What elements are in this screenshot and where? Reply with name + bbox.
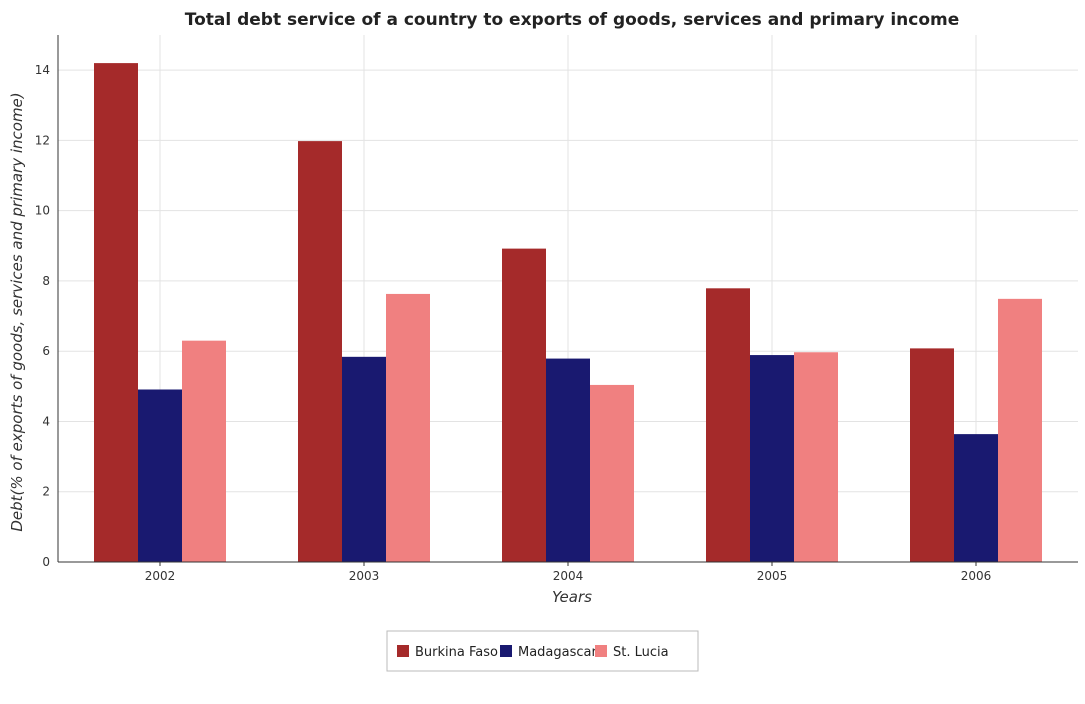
bar-burkina-faso-2004 xyxy=(502,248,546,563)
legend-swatch xyxy=(397,645,409,657)
bar-madagascar-2003 xyxy=(342,356,386,562)
bar-burkina-faso-2003 xyxy=(298,141,342,562)
x-tick-label: 2006 xyxy=(961,569,992,583)
y-tick-label: 8 xyxy=(42,274,50,288)
y-tick-label: 2 xyxy=(42,485,50,499)
y-axis-label: Debt(% of exports of goods, services and… xyxy=(8,92,26,531)
bar-st-lucia-2004 xyxy=(590,384,634,562)
legend: Burkina Faso Madagascar St. Lucia xyxy=(386,630,699,672)
legend-label: Burkina Faso xyxy=(415,645,498,660)
x-tick-label: 2003 xyxy=(349,569,380,583)
legend-label: St. Lucia xyxy=(613,645,669,660)
y-tick-label: 4 xyxy=(42,414,50,428)
axes: 0 2 4 6 8 10 12 14 2002 2003 2004 2005 2006 xyxy=(35,35,1078,583)
bar-madagascar-2006 xyxy=(954,434,998,562)
bar-burkina-faso-2006 xyxy=(910,348,954,562)
chart-title: Total debt service of a country to expor… xyxy=(185,10,960,30)
bar-madagascar-2004 xyxy=(546,358,590,562)
y-tick-label: 0 xyxy=(42,555,50,569)
y-tick-label: 14 xyxy=(35,63,50,77)
bars xyxy=(94,63,1042,563)
legend-swatch xyxy=(500,645,512,657)
bar-st-lucia-2005 xyxy=(794,352,838,562)
y-tick-label: 6 xyxy=(42,344,50,358)
x-axis-label: Years xyxy=(552,588,592,606)
bar-st-lucia-2003 xyxy=(386,293,430,562)
x-tick-label: 2005 xyxy=(757,569,788,583)
y-tick-label: 12 xyxy=(35,133,50,147)
bar-madagascar-2002 xyxy=(138,389,182,562)
bar-burkina-faso-2005 xyxy=(706,288,750,562)
legend-label: Madagascar xyxy=(518,645,598,660)
bar-st-lucia-2006 xyxy=(998,298,1042,562)
x-tick-label: 2004 xyxy=(553,569,584,583)
x-tick-label: 2002 xyxy=(145,569,176,583)
bar-burkina-faso-2002 xyxy=(94,63,138,563)
legend-swatch xyxy=(595,645,607,657)
legend-box xyxy=(386,630,699,672)
bar-madagascar-2005 xyxy=(750,355,794,562)
bar-st-lucia-2002 xyxy=(182,340,226,562)
y-tick-label: 10 xyxy=(35,204,50,218)
